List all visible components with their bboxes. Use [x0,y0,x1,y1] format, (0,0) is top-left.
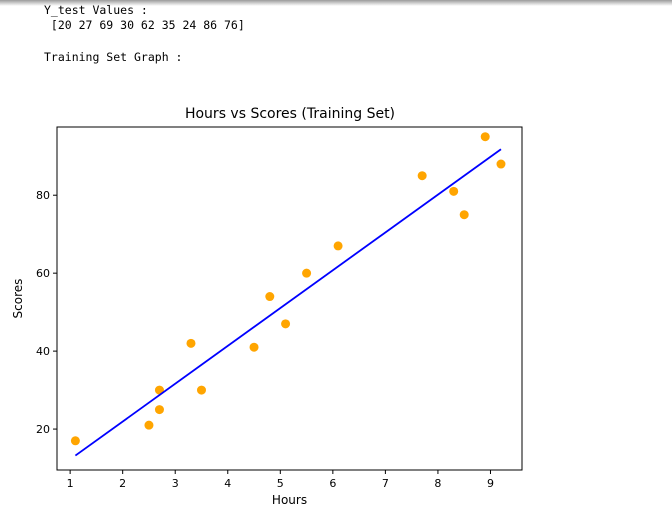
plot-frame [56,126,523,471]
y-tick-label: 20 [36,423,50,436]
x-tick-label: 3 [172,477,179,490]
scatter-chart: Hours vs Scores (Training Set) 1 2 3 4 5 6 7 8 9… [11,106,523,507]
data-point [496,159,506,169]
regression-line [74,148,502,457]
data-point [459,210,469,220]
axis-ticks: 1 2 3 4 5 6 7 8 9 20 40 60 80 [36,189,494,490]
data-point [70,436,80,446]
x-tick-label: 4 [224,477,231,490]
cell-top-border [0,0,672,6]
y-axis-label: Scores [11,279,25,319]
plot-marks [70,132,506,457]
x-tick-label: 5 [277,477,284,490]
data-point [449,186,459,196]
data-point [281,319,291,329]
x-tick-label: 9 [487,477,494,490]
x-tick-label: 2 [119,477,126,490]
data-point [302,268,312,278]
data-point [265,292,275,302]
x-tick-label: 8 [434,477,441,490]
y-tick-label: 80 [36,189,50,202]
training-graph-label: Training Set Graph : [44,50,183,64]
x-axis-label: Hours [272,493,307,507]
ytest-label: Y_test Values : [44,3,148,17]
data-point [154,405,164,415]
data-point [186,338,196,348]
y-tick-label: 60 [36,267,50,280]
data-point [249,342,259,352]
data-point [480,132,490,142]
ytest-values: [20 27 69 30 62 35 24 86 76] [44,18,245,32]
data-point [333,241,343,251]
x-tick-label: 1 [67,477,74,490]
data-point [196,385,206,395]
y-tick-label: 40 [36,345,50,358]
data-point [417,171,427,181]
x-tick-label: 6 [329,477,336,490]
x-tick-label: 7 [382,477,389,490]
chart-title: Hours vs Scores (Training Set) [185,106,395,122]
data-point [144,420,154,430]
